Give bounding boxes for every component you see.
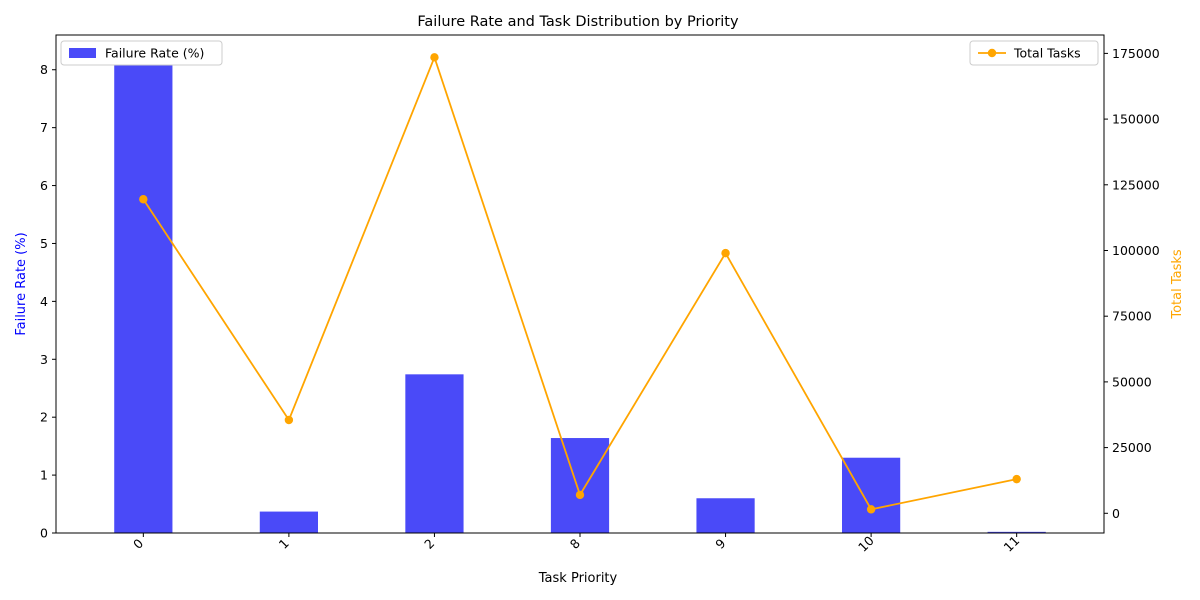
x-axis-label: Task Priority bbox=[538, 571, 618, 586]
x-tick-label: 0 bbox=[130, 536, 146, 552]
y-right-tick-label: 150000 bbox=[1112, 112, 1160, 127]
x-tick-label: 9 bbox=[712, 536, 728, 552]
bar-priority-1 bbox=[259, 511, 318, 533]
y-left-tick-label: 0 bbox=[40, 526, 48, 541]
y-right-tick-label: 50000 bbox=[1112, 374, 1152, 389]
y-right-tick-label: 125000 bbox=[1112, 177, 1160, 192]
y-axis-left-label: Failure Rate (%) bbox=[14, 232, 29, 335]
bar-priority-11 bbox=[987, 531, 1046, 533]
y-right-tick-label: 175000 bbox=[1112, 46, 1160, 61]
legend-box bbox=[969, 40, 1099, 66]
bar-series bbox=[114, 58, 1046, 534]
legend-bar-swatch bbox=[69, 48, 96, 58]
legend-box bbox=[60, 40, 223, 66]
bar-priority-0 bbox=[114, 58, 173, 534]
y-left-tick-label: 7 bbox=[40, 120, 48, 135]
line-point-priority-9 bbox=[721, 248, 730, 258]
x-tick-label: 8 bbox=[567, 536, 583, 552]
line-point-priority-2 bbox=[430, 53, 439, 62]
y-right-tick-label: 25000 bbox=[1112, 440, 1152, 455]
y-left-tick-label: 2 bbox=[40, 410, 48, 425]
legend-total-tasks: Total Tasks bbox=[969, 40, 1099, 66]
line-point-priority-10 bbox=[866, 505, 876, 514]
y-left-tick-label: 5 bbox=[40, 236, 48, 251]
line-point-priority-0 bbox=[139, 195, 148, 204]
legend-total-tasks-label: Total Tasks bbox=[1013, 46, 1081, 61]
y-right-tick-label: 100000 bbox=[1112, 243, 1160, 258]
line-series bbox=[139, 53, 1021, 514]
line-point-priority-8 bbox=[575, 490, 585, 500]
y-left-tick-label: 8 bbox=[40, 62, 48, 77]
bar-priority-8 bbox=[550, 438, 610, 533]
y-left-tick-label: 4 bbox=[40, 294, 48, 309]
y-axis-right-label: Total Tasks bbox=[1170, 249, 1185, 320]
y-right-tick-label: 75000 bbox=[1112, 309, 1152, 324]
y-left-tick-label: 6 bbox=[40, 178, 48, 193]
legend-failure-rate: Failure Rate (%) bbox=[60, 40, 223, 66]
legend-line-marker bbox=[987, 48, 997, 58]
x-tick-label: 1 bbox=[276, 536, 292, 552]
y-right-tick-label: 0 bbox=[1112, 506, 1120, 521]
bar-priority-10 bbox=[842, 457, 901, 533]
bar-priority-2 bbox=[405, 374, 464, 533]
y-left-tick-label: 1 bbox=[40, 468, 48, 483]
x-tick-label: 10 bbox=[855, 533, 877, 555]
bar-priority-9 bbox=[696, 498, 755, 533]
legend-failure-rate-label: Failure Rate (%) bbox=[105, 46, 204, 61]
chart-title: Failure Rate and Task Distribution by Pr… bbox=[417, 14, 739, 30]
x-tick-label: 2 bbox=[421, 536, 437, 552]
x-tick-label: 11 bbox=[1001, 533, 1023, 555]
line-point-priority-11 bbox=[1012, 474, 1021, 484]
y-left-tick-label: 3 bbox=[40, 352, 48, 367]
line-point-priority-1 bbox=[284, 415, 294, 425]
